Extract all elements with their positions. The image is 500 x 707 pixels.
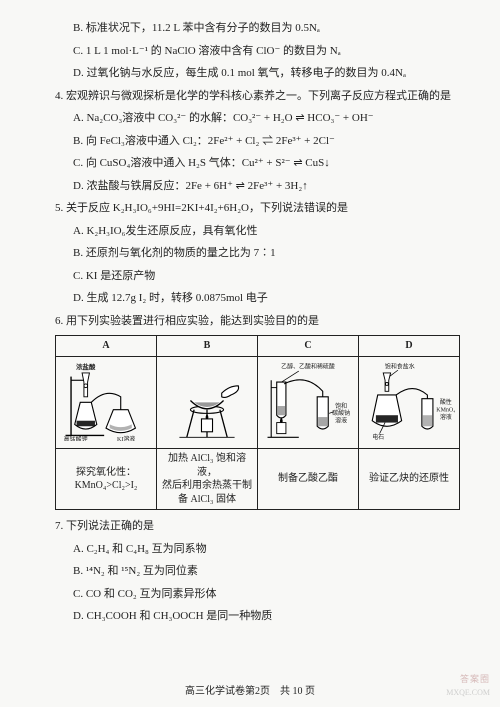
col-header-a: A bbox=[56, 336, 157, 357]
desc-b: 加热 AlCl₃ 饱和溶液， 然后利用余热蒸干制 备 AlCl₃ 固体 bbox=[157, 449, 258, 510]
q5-opt-a: A. K₂H₃IO₆发生还原反应，具有氧化性 bbox=[55, 223, 460, 240]
apparatus-c-svg: 乙醇、乙酸和稀硫酸 饱和 碳酸钠 溶液 bbox=[262, 360, 354, 441]
label-c-mid-2: 碳酸钠 bbox=[332, 409, 350, 417]
apparatus-a: 浓盐酸 高锰酸钾 KI溶液 bbox=[56, 356, 157, 449]
q4-opt-b: B. 向 FeCl₃溶液中通入 Cl₂：2Fe²⁺ + Cl₂ ⇌ 2Fe³⁺ … bbox=[55, 133, 460, 150]
label-d-br-1: 酸性 bbox=[440, 398, 452, 406]
q7-opt-b: B. ¹⁴N₂ 和 ¹⁵N₂ 互为同位素 bbox=[55, 563, 460, 580]
experiment-table: A B C D 浓盐酸 高锰酸钾 bbox=[55, 335, 460, 510]
desc-a: 探究氧化性： KMnO₄>Cl₂>I₂ bbox=[56, 449, 157, 510]
q7-opt-c: C. CO 和 CO₂ 互为同素异形体 bbox=[55, 586, 460, 603]
q4-opt-d: D. 浓盐酸与铁屑反应：2Fe + 6H⁺ ⇌ 2Fe³⁺ + 3H₂↑ bbox=[55, 178, 460, 195]
q4-stem: 4. 宏观辨识与微观探析是化学的学科核心素养之一。下列离子反应方程式正确的是 bbox=[55, 88, 460, 105]
label-a-top: 浓盐酸 bbox=[76, 362, 96, 371]
q5-stem: 5. 关于反应 K₂H₃IO₆+9HI=2KI+4I₂+6H₂O，下列说法错误的… bbox=[55, 200, 460, 217]
label-c-top: 乙醇、乙酸和稀硫酸 bbox=[281, 362, 335, 370]
q7-opt-d: D. CH₃COOH 和 CH₃OOCH 是同一种物质 bbox=[55, 608, 460, 625]
q7-stem: 7. 下列说法正确的是 bbox=[55, 518, 460, 535]
col-header-c: C bbox=[258, 336, 359, 357]
apparatus-d-svg: 饱和食盐水 电石 酸性 KMnO₄ 溶液 bbox=[363, 360, 455, 441]
label-a-br: KI溶液 bbox=[117, 434, 135, 440]
apparatus-c: 乙醇、乙酸和稀硫酸 饱和 碳酸钠 溶液 bbox=[258, 356, 359, 449]
q3-opt-d: D. 过氧化钠与水反应，每生成 0.1 mol 氧气，转移电子的数目为 0.4N… bbox=[55, 65, 460, 82]
q4-opt-a: A. Na₂CO₃溶液中 CO₃²⁻ 的水解：CO₃²⁻ + H₂O ⇌ HCO… bbox=[55, 110, 460, 127]
watermark: 答案圈 bbox=[460, 672, 490, 685]
q6-stem: 6. 用下列实验装置进行相应实验，能达到实验目的的是 bbox=[55, 313, 460, 330]
watermark-url: MXQE.COM bbox=[446, 688, 490, 697]
q5-opt-c: C. KI 是还原产物 bbox=[55, 268, 460, 285]
page-footer: 高三化学试卷第2页 共 10 页 bbox=[0, 682, 500, 697]
label-d-br-3: 溶液 bbox=[440, 412, 452, 420]
apparatus-a-svg: 浓盐酸 高锰酸钾 KI溶液 bbox=[60, 360, 152, 441]
apparatus-b-svg bbox=[161, 360, 253, 441]
q5-opt-b: B. 还原剂与氧化剂的物质的量之比为 7∶1 bbox=[55, 245, 460, 262]
label-d-br-2: KMnO₄ bbox=[436, 407, 455, 413]
apparatus-d: 饱和食盐水 电石 酸性 KMnO₄ 溶液 bbox=[359, 356, 460, 449]
q4-opt-c: C. 向 CuSO₄溶液中通入 H₂S 气体：Cu²⁺ + S²⁻ ⇌ CuS↓ bbox=[55, 155, 460, 172]
q3-opt-b: B. 标准状况下，11.2 L 苯中含有分子的数目为 0.5Nₐ bbox=[55, 20, 460, 37]
desc-d: 验证乙炔的还原性 bbox=[359, 449, 460, 510]
col-header-d: D bbox=[359, 336, 460, 357]
label-d-bl: 电石 bbox=[372, 433, 384, 441]
q7-opt-a: A. C₂H₄ 和 C₄H₈ 互为同系物 bbox=[55, 541, 460, 558]
apparatus-b bbox=[157, 356, 258, 449]
label-c-mid-1: 饱和 bbox=[335, 401, 347, 409]
q3-opt-c: C. 1 L 1 mol·L⁻¹ 的 NaClO 溶液中含有 ClO⁻ 的数目为… bbox=[55, 43, 460, 60]
desc-c: 制备乙酸乙酯 bbox=[258, 449, 359, 510]
col-header-b: B bbox=[157, 336, 258, 357]
q5-opt-d: D. 生成 12.7g I₂ 时，转移 0.0875mol 电子 bbox=[55, 290, 460, 307]
label-c-mid-3: 溶液 bbox=[335, 416, 347, 424]
label-d-top: 饱和食盐水 bbox=[385, 362, 415, 370]
